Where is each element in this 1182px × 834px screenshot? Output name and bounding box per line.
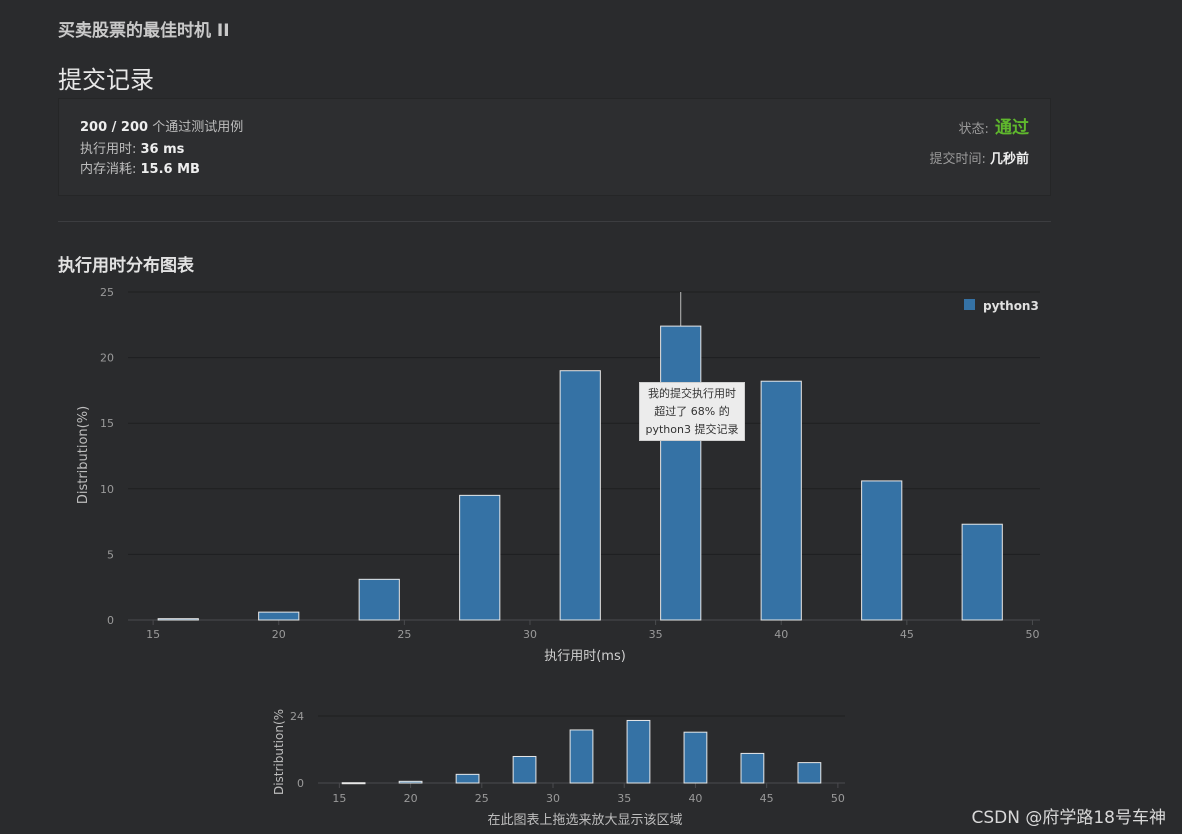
status-label: 状态: — [958, 122, 993, 137]
runtime-label: 执行用时: — [80, 142, 141, 157]
tooltip-line-2: 超过了 68% 的 — [654, 405, 730, 418]
main-x-tick: 40 — [774, 628, 788, 641]
main-y-tick-labels: 0 5 10 15 20 25 — [100, 286, 114, 627]
result-panel: 200 / 200 个通过测试用例 执行用时: 36 ms 内存消耗: 15.6… — [58, 98, 1051, 196]
chart-tooltip: 我的提交执行用时 超过了 68% 的 python3 提交记录 — [639, 382, 745, 441]
main-y-tick: 5 — [107, 548, 114, 561]
mini-y-tick: 24 — [290, 710, 304, 723]
chart-section-title: 执行用时分布图表 — [58, 256, 194, 276]
main-bar[interactable] — [258, 611, 300, 621]
main-y-tick: 20 — [100, 352, 114, 365]
mini-x-tick: 45 — [760, 792, 774, 805]
watermark: CSDN @府学路18号车神 — [971, 808, 1166, 828]
main-x-tick: 20 — [272, 628, 286, 641]
main-y-axis-label: Distribution(%) — [76, 406, 91, 504]
main-x-tick: 25 — [397, 628, 411, 641]
mini-y-axis-label: Distribution(% — [272, 709, 286, 795]
legend-label: python3 — [983, 299, 1039, 313]
mini-x-axis-label: 在此图表上拖选来放大显示该区域 — [487, 813, 682, 828]
mini-bar — [626, 719, 651, 784]
page-title: 提交记录 — [58, 66, 154, 94]
passed-count: 200 / 200 — [80, 120, 149, 135]
legend-swatch — [964, 299, 975, 310]
main-bar[interactable] — [660, 325, 702, 621]
main-x-tick: 30 — [523, 628, 537, 641]
main-x-tick: 15 — [146, 628, 160, 641]
mini-bar — [683, 731, 708, 784]
main-bar[interactable] — [459, 494, 501, 621]
mini-bar — [398, 780, 423, 784]
main-y-tick: 25 — [100, 286, 114, 299]
mini-y-tick-labels: 0 24 — [290, 710, 304, 790]
main-y-tick: 15 — [100, 417, 114, 430]
main-bar[interactable] — [861, 480, 903, 621]
mini-x-tick: 35 — [617, 792, 631, 805]
mini-bar — [341, 782, 366, 785]
main-x-tick-labels: 15 20 25 30 35 40 45 50 — [146, 628, 1039, 641]
main-y-tick: 10 — [100, 483, 114, 496]
mini-bar — [797, 762, 822, 784]
main-y-tick: 0 — [107, 614, 114, 627]
main-bar[interactable] — [157, 618, 199, 621]
main-bar[interactable] — [760, 380, 802, 621]
submit-time-value: 几秒前 — [989, 152, 1029, 167]
mini-bars[interactable] — [341, 719, 822, 785]
main-x-tick: 45 — [900, 628, 914, 641]
mini-bar — [740, 752, 765, 784]
testcase-line: 200 / 200 个通过测试用例 — [80, 116, 243, 135]
memory-label: 内存消耗: — [80, 162, 141, 177]
passed-suffix: 个通过测试用例 — [152, 120, 244, 135]
mini-y-tick: 0 — [297, 777, 304, 790]
mini-x-tick: 40 — [688, 792, 702, 805]
submit-time-label: 提交时间: — [929, 152, 990, 167]
submit-time-line: 提交时间: 几秒前 — [929, 148, 1029, 167]
mini-x-tick-labels: 15 20 25 30 35 40 45 50 — [332, 792, 845, 805]
mini-x-tick: 15 — [332, 792, 346, 805]
main-bar[interactable] — [961, 523, 1003, 621]
main-x-tick: 50 — [1025, 628, 1039, 641]
mini-x-tick: 20 — [404, 792, 418, 805]
memory-value: 15.6 MB — [140, 162, 200, 177]
memory-line: 内存消耗: 15.6 MB — [80, 158, 200, 177]
tooltip-line-3: python3 提交记录 — [645, 423, 739, 436]
mini-bar — [512, 755, 537, 784]
status-badge: 通过 — [995, 118, 1029, 138]
divider — [58, 221, 1051, 222]
status-line: 状态: 通过 — [958, 113, 1029, 138]
legend[interactable]: python3 — [964, 299, 1039, 313]
runtime-line: 执行用时: 36 ms — [80, 138, 184, 157]
mini-x-tick: 30 — [546, 792, 560, 805]
runtime-value: 36 ms — [140, 142, 185, 157]
main-x-tick: 35 — [649, 628, 663, 641]
main-bar[interactable] — [358, 578, 400, 621]
problem-title[interactable]: 买卖股票的最佳时机 II — [58, 21, 230, 41]
mini-bar — [455, 773, 480, 784]
main-bar[interactable] — [559, 370, 601, 621]
mini-x-tick: 25 — [475, 792, 489, 805]
mini-x-tick: 50 — [831, 792, 845, 805]
main-bars — [157, 325, 1003, 621]
tooltip-line-1: 我的提交执行用时 — [648, 387, 736, 400]
main-x-axis-label: 执行用时(ms) — [544, 649, 626, 664]
mini-bar — [569, 729, 594, 784]
